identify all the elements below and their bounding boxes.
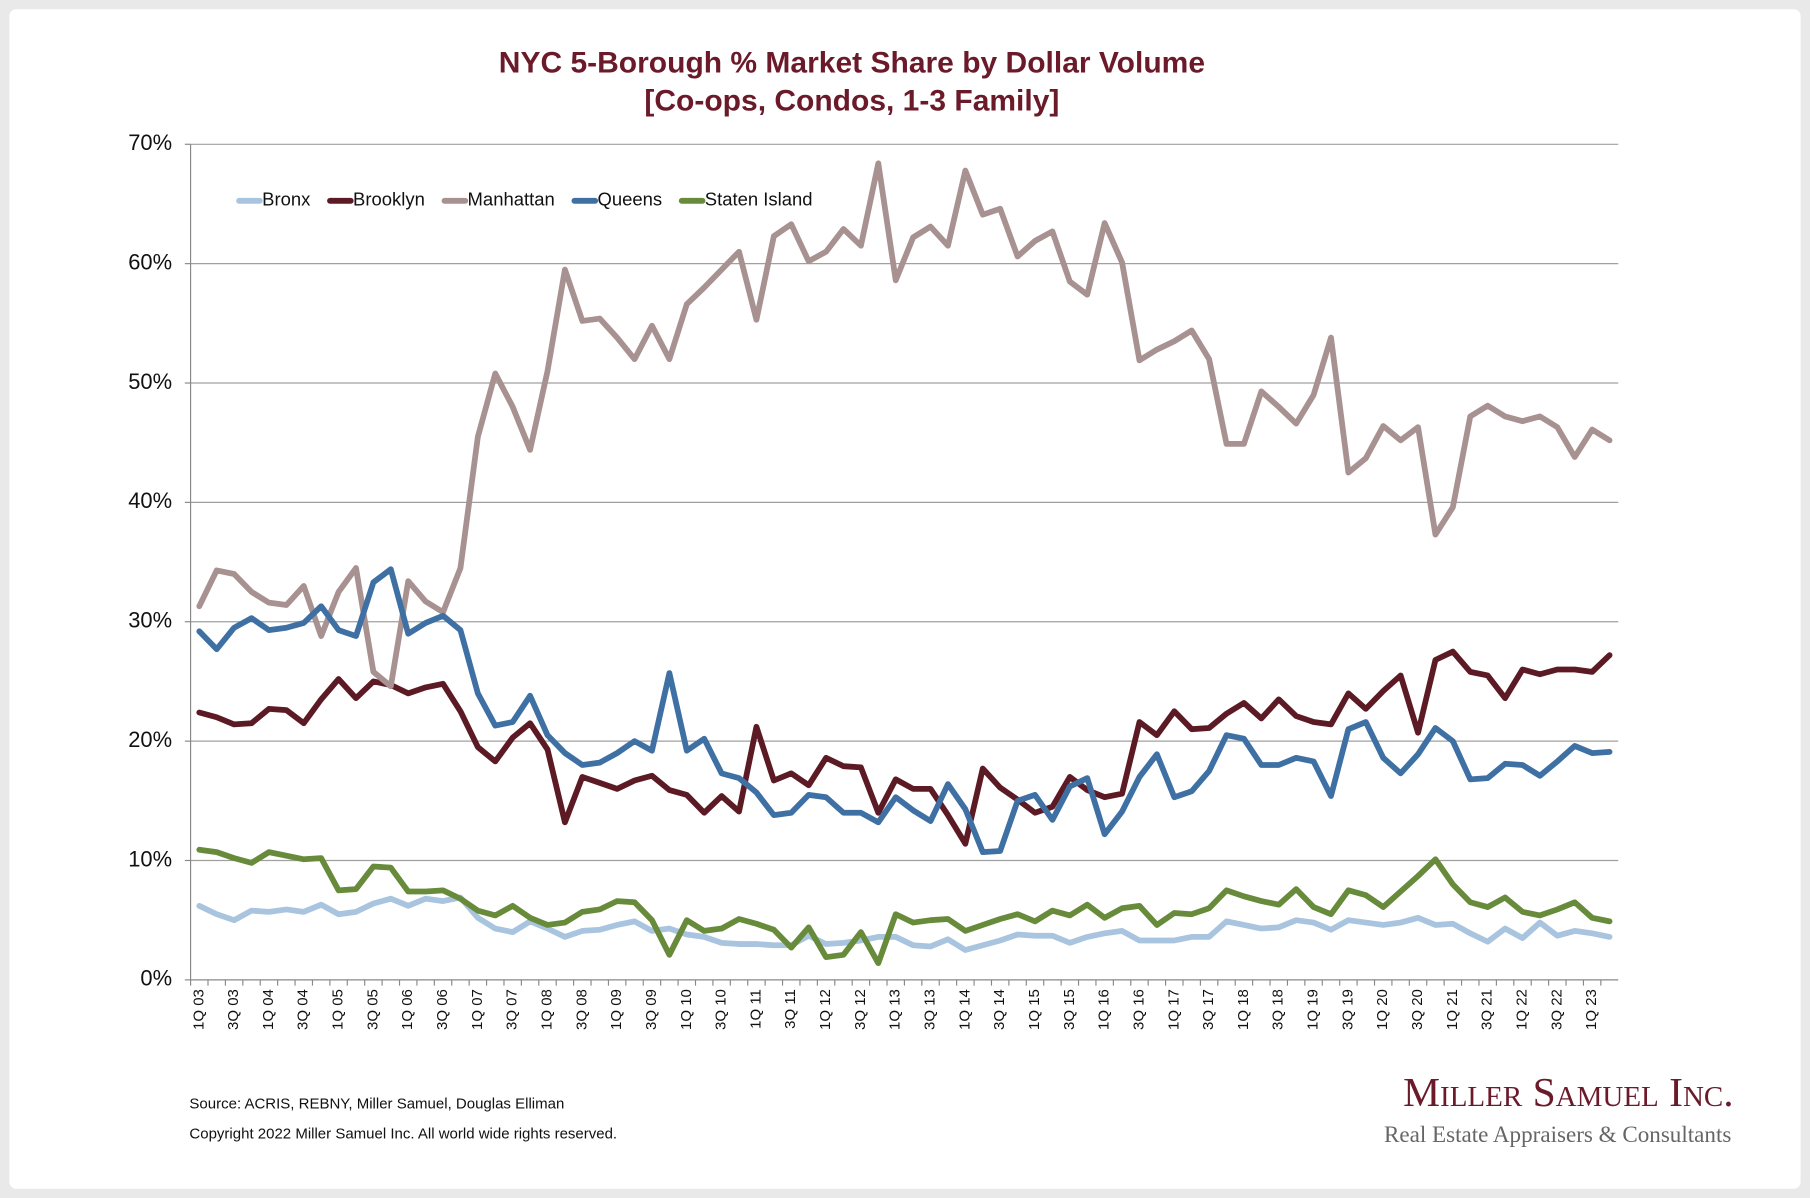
x-tick-label: 3Q 06 [434,989,451,1030]
x-tick-label: 1Q 21 [1444,989,1461,1030]
x-tick-label: 3Q 17 [1200,989,1217,1030]
x-tick-label: 1Q 05 [330,989,347,1030]
x-tick-label: 3Q 18 [1270,989,1287,1030]
logo: Miller Samuel Inc. [1403,1069,1734,1115]
x-tick-label: 1Q 14 [956,989,973,1030]
x-tick-label: 1Q 07 [469,989,486,1030]
copyright-note: Copyright 2022 Miller Samuel Inc. All wo… [189,1125,617,1142]
x-tick-label: 1Q 18 [1235,989,1252,1030]
x-tick-label: 3Q 20 [1409,989,1426,1030]
y-tick-label: 60% [128,249,172,274]
x-tick-label: 3Q 09 [643,989,660,1030]
x-tick-labels: 1Q 03 3Q 03 1Q 04 3Q 04 1Q 05 3Q 05 1Q 06 3Q 06… [190,979,1602,1030]
card [9,9,1801,1189]
x-tick-label: 1Q 12 [817,989,834,1030]
y-tick-label: 20% [128,727,172,752]
x-tick-label: 1Q 16 [1096,989,1113,1030]
series-line [196,160,1613,690]
x-tick-label: 3Q 12 [852,989,869,1030]
x-tick-label: 3Q 15 [1061,989,1078,1030]
x-tick-label: 3Q 08 [573,989,590,1030]
x-tick-label: 3Q 21 [1479,989,1496,1030]
x-tick-label: 1Q 19 [1305,989,1322,1030]
x-tick-label: 3Q 14 [991,989,1008,1030]
series-line [196,894,1613,953]
x-tick-label: 1Q 11 [747,989,764,1029]
logo-subtitle: Real Estate Appraisers & Consultants [1384,1121,1731,1147]
legend-label: Bronx [262,189,311,210]
x-tick-label: 1Q 17 [1165,989,1182,1030]
x-tick-label: 1Q 06 [399,989,416,1030]
x-tick-label: 1Q 22 [1513,989,1530,1030]
x-tick-label: 3Q 16 [1130,989,1147,1030]
chart-subtitle: [Co-ops, Condos, 1-3 Family] [644,85,1059,118]
x-tick-label: 3Q 03 [225,989,242,1030]
x-tick-label: 3Q 04 [295,989,312,1030]
series-line [196,648,1613,847]
legend: Bronx Brooklyn Manhattan Queens Staten Islan… [236,189,813,210]
legend-label: Staten Island [705,189,813,210]
x-tick-label: 1Q 04 [260,989,277,1030]
lines [196,160,1613,967]
x-tick-label: 1Q 15 [1026,989,1043,1030]
x-tick-label: 3Q 11 [782,989,799,1029]
x-tick-label: 1Q 03 [190,989,207,1030]
y-tick-label: 40% [128,488,172,513]
x-tick-label: 3Q 10 [713,989,730,1030]
x-tick-label: 1Q 23 [1583,989,1600,1030]
series-line [196,846,1613,967]
x-tick-label: 1Q 20 [1374,989,1391,1030]
x-tick-label: 3Q 05 [364,989,381,1030]
grid: 0% 10% 20% 30% 40% 50% 60% 70% [128,130,1619,991]
x-tick-label: 3Q 19 [1339,989,1356,1030]
x-tick-label: 3Q 07 [504,989,521,1030]
x-tick-label: 1Q 09 [608,989,625,1030]
source-note: Source: ACRIS, REBNY, Miller Samuel, Dou… [189,1095,564,1112]
x-tick-label: 1Q 13 [887,989,904,1030]
series-line [196,566,1613,856]
legend-label: Brooklyn [353,189,425,210]
x-tick-label: 3Q 22 [1548,989,1565,1030]
legend-label: Queens [597,189,662,210]
x-tick-label: 1Q 08 [538,989,555,1030]
chart-title: NYC 5-Borough % Market Share by Dollar V… [499,47,1205,80]
y-tick-label: 0% [140,966,172,991]
y-tick-label: 70% [128,130,172,155]
legend-label: Manhattan [468,189,555,210]
x-tick-label: 1Q 10 [678,989,695,1030]
y-tick-label: 30% [128,608,172,633]
x-tick-label: 3Q 13 [922,989,939,1030]
y-tick-label: 10% [128,846,172,871]
y-tick-label: 50% [128,369,172,394]
